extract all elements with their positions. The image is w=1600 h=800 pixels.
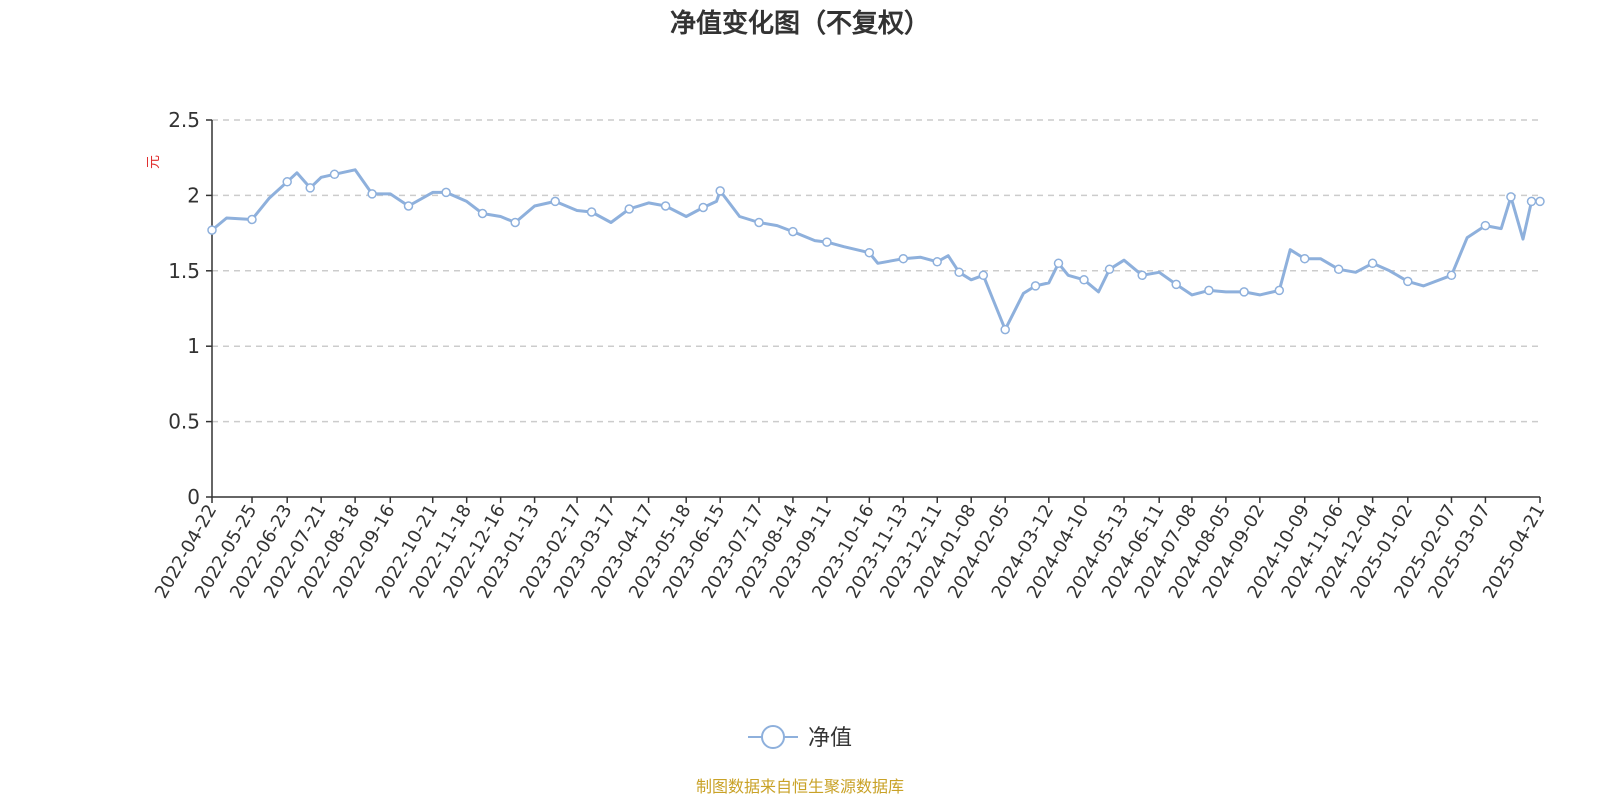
data-point (510, 217, 520, 228)
data-point (1079, 275, 1089, 285)
y-tick-label: 0 (187, 485, 200, 509)
data-point (329, 169, 340, 180)
series-line-nav (211, 168, 1540, 332)
data-point (1204, 285, 1214, 296)
data-point (1333, 264, 1344, 275)
legend[interactable]: 净值 (748, 725, 852, 751)
data-point (1171, 279, 1181, 290)
data-point (1446, 270, 1457, 281)
legend-marker-icon (761, 725, 785, 749)
data-point (898, 253, 909, 264)
data-point (1506, 192, 1516, 202)
data-point (207, 225, 217, 235)
data-point (1535, 196, 1545, 207)
data-point (1480, 220, 1491, 231)
source-note: 制图数据来自恒生聚源数据库 (696, 777, 904, 796)
x-tick-labels: 2022-04-222022-05-252022-06-232022-07-21… (151, 497, 1549, 602)
data-point (932, 257, 942, 267)
data-point (864, 247, 875, 258)
data-point (1053, 258, 1064, 269)
data-point (403, 201, 414, 211)
data-point (477, 208, 488, 219)
data-point (822, 237, 832, 247)
series-points (207, 169, 1545, 335)
data-point (1030, 281, 1041, 291)
grid-lines (212, 119, 1540, 423)
data-point (305, 183, 315, 193)
y-tick-label: 1 (187, 334, 200, 358)
data-point (1526, 196, 1537, 207)
data-point (441, 187, 451, 198)
data-point (954, 267, 964, 278)
data-point (754, 217, 764, 228)
data-point (660, 201, 671, 211)
y-tick-label: 2 (187, 183, 200, 207)
data-point (1239, 287, 1249, 297)
data-point (978, 270, 989, 281)
data-point (624, 204, 634, 214)
data-point (698, 202, 708, 213)
data-point (550, 196, 560, 207)
data-point (247, 214, 257, 225)
data-point (788, 226, 798, 237)
data-point (1299, 253, 1310, 264)
data-point (715, 186, 725, 196)
data-point (1274, 285, 1285, 296)
data-point (1104, 264, 1115, 275)
y-tick-label: 0.5 (168, 410, 200, 434)
data-point (282, 177, 292, 187)
data-point (1000, 324, 1010, 335)
data-point (367, 189, 377, 199)
y-tick-label: 2.5 (168, 108, 200, 132)
data-point (1403, 276, 1413, 287)
y-tick-label: 1.5 (168, 259, 200, 283)
chart-title: 净值变化图（不复权） (670, 8, 930, 39)
data-point (1137, 270, 1147, 281)
legend-label: 净值 (808, 726, 852, 751)
y-tick-labels: 0 0.5 1 1.5 2 2.5 (168, 108, 212, 509)
data-point (1367, 258, 1378, 269)
y-axis-label: 元 (146, 155, 162, 169)
data-point (586, 207, 597, 217)
